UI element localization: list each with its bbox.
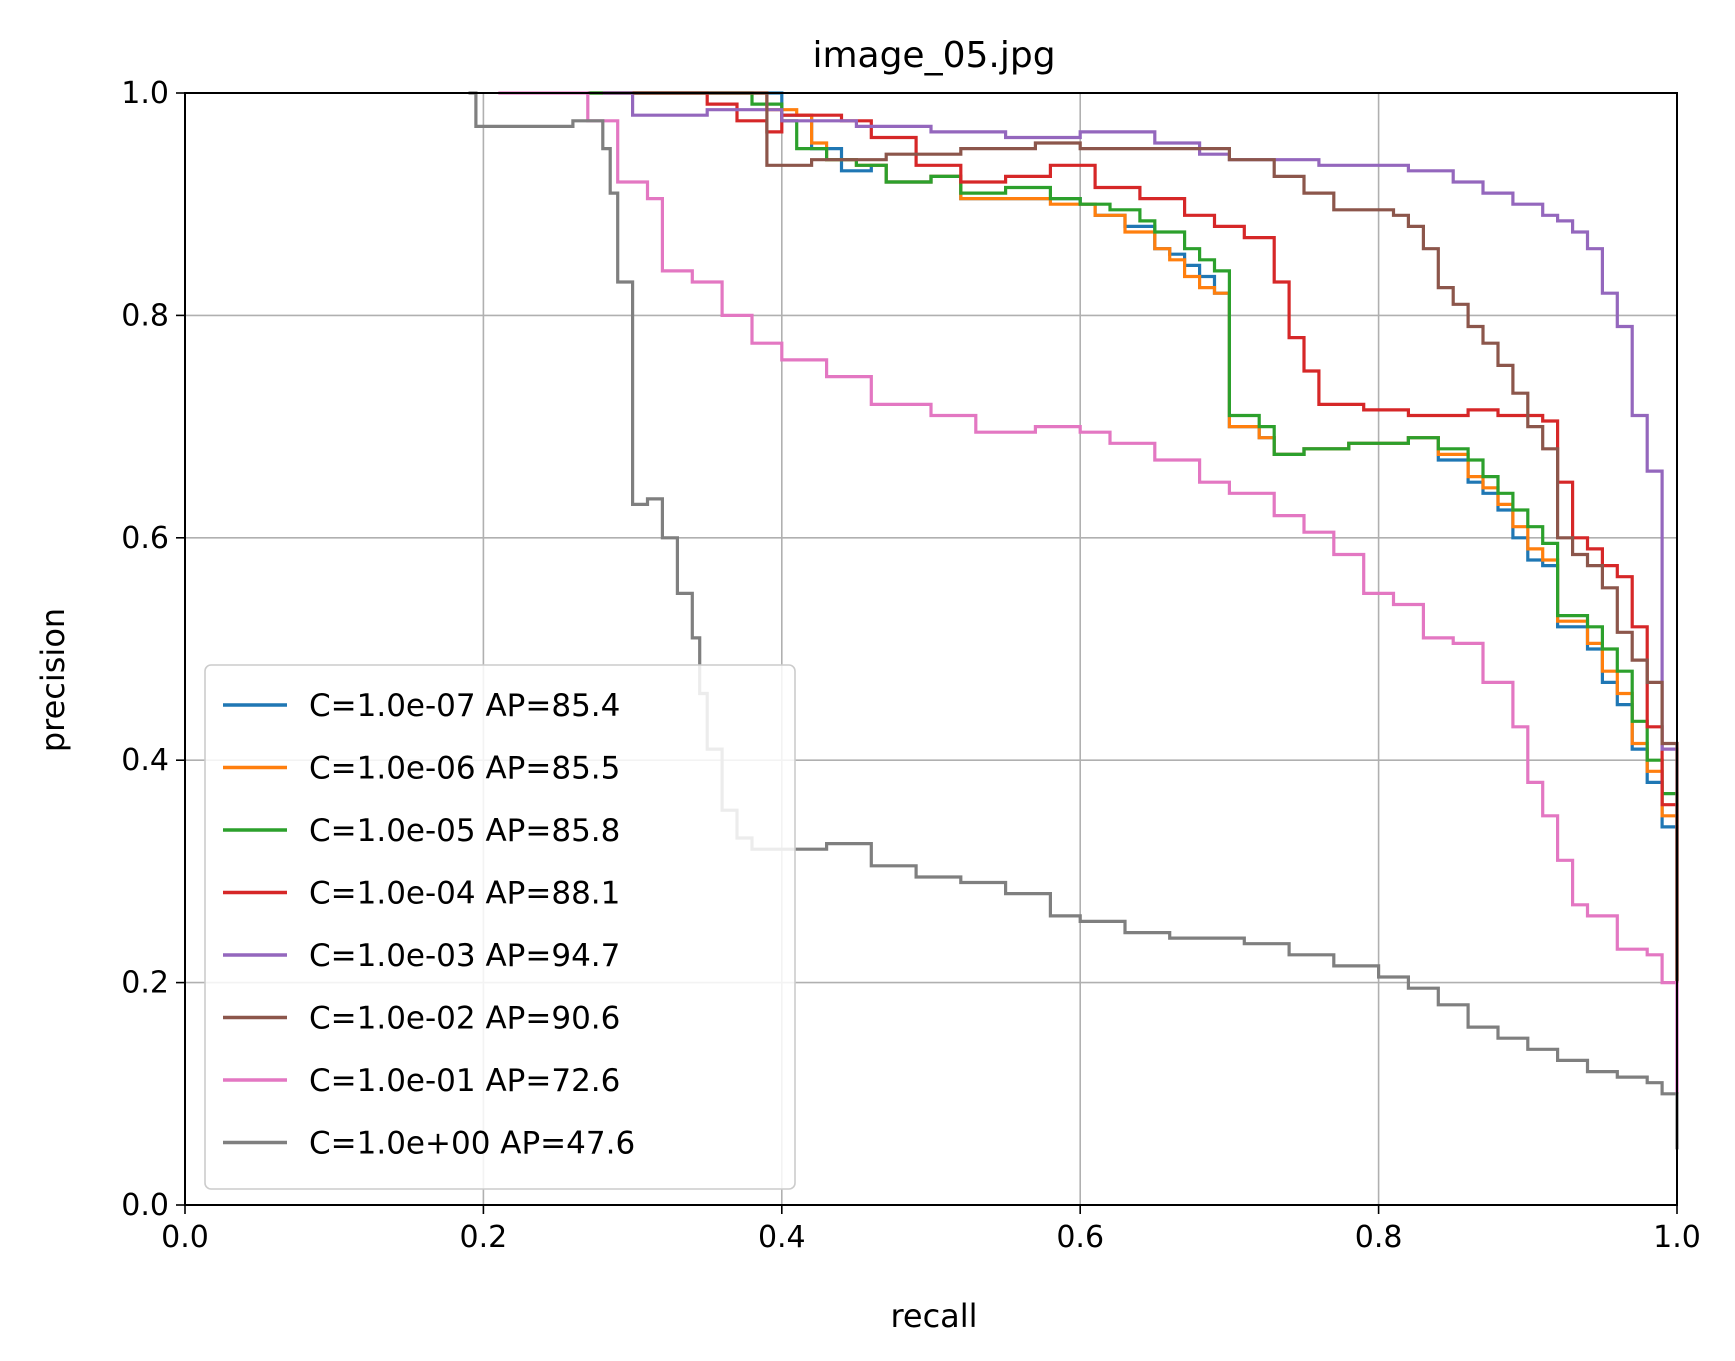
y-axis-label: precision [34,608,72,752]
legend-entry: C=1.0e-05 AP=85.8 [309,813,620,849]
x-tick-label: 0.8 [1355,1220,1403,1255]
series-layer [468,91,1679,1150]
x-tick-label: 0.4 [758,1220,806,1255]
y-tick-label: 0.4 [121,743,169,778]
legend-entry: C=1.0e-06 AP=85.5 [309,751,620,787]
y-tick-label: 0.2 [121,966,169,1001]
x-tick-label: 0.0 [161,1220,209,1255]
legend-entry: C=1.0e+00 AP=47.6 [309,1126,635,1162]
plot-frame [184,92,1678,1206]
y-tick-label: 0.8 [121,298,169,333]
x-tick-label: 1.0 [1653,1220,1701,1255]
series-line-2 [587,91,1679,983]
legend-entry: C=1.0e-04 AP=88.1 [309,876,620,912]
legend-entry: C=1.0e-01 AP=72.6 [309,1063,620,1099]
x-axis-ticks: 0.0 0.2 0.4 0.6 0.8 1.0 [161,1205,1701,1255]
y-axis-ticks: 0.0 0.2 0.4 0.6 0.8 1.0 [121,76,185,1223]
x-tick-label: 0.6 [1056,1220,1104,1255]
series-line-7 [468,91,1679,1150]
legend-entry: C=1.0e-03 AP=94.7 [309,938,620,974]
chart-title: image_05.jpg [812,35,1055,76]
y-tick-label: 0.0 [121,1188,169,1223]
y-tick-label: 0.6 [121,521,169,556]
x-tick-label: 0.2 [460,1220,508,1255]
legend-entry: C=1.0e-02 AP=90.6 [309,1001,620,1037]
series-line-4 [602,91,1679,1094]
legend-box [204,664,796,1190]
series-line-5 [632,91,1679,983]
y-tick-label: 1.0 [121,76,169,111]
legend-entry: C=1.0e-07 AP=85.4 [309,688,620,724]
legend: C=1.0e-07 AP=85.4 C=1.0e-06 AP=85.5 C=1.0e… [204,664,796,1190]
x-axis-label: recall [890,1297,977,1335]
series-line-6 [498,91,1679,1094]
